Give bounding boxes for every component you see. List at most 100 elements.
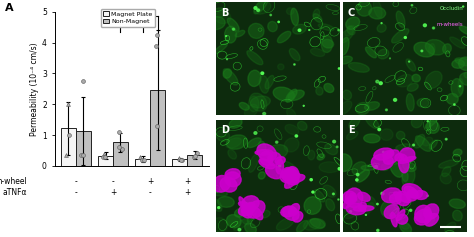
Ellipse shape bbox=[411, 116, 422, 128]
Ellipse shape bbox=[343, 90, 352, 100]
Ellipse shape bbox=[227, 59, 228, 60]
Text: 0.0116: 0.0116 bbox=[121, 16, 142, 21]
Ellipse shape bbox=[286, 8, 294, 15]
Ellipse shape bbox=[314, 190, 325, 202]
Ellipse shape bbox=[245, 104, 258, 117]
Ellipse shape bbox=[347, 198, 360, 210]
Ellipse shape bbox=[257, 9, 260, 11]
Ellipse shape bbox=[455, 58, 473, 66]
Ellipse shape bbox=[313, 9, 319, 19]
Ellipse shape bbox=[349, 117, 360, 128]
Ellipse shape bbox=[232, 28, 235, 30]
Ellipse shape bbox=[287, 169, 299, 180]
Ellipse shape bbox=[282, 168, 296, 182]
Ellipse shape bbox=[298, 121, 307, 130]
Ellipse shape bbox=[321, 35, 332, 53]
Ellipse shape bbox=[260, 210, 270, 218]
Text: +: + bbox=[184, 177, 191, 186]
Ellipse shape bbox=[317, 154, 325, 160]
Text: Occludin: Occludin bbox=[440, 6, 464, 11]
Ellipse shape bbox=[463, 6, 464, 7]
Ellipse shape bbox=[420, 211, 435, 225]
Ellipse shape bbox=[374, 166, 377, 169]
Ellipse shape bbox=[266, 145, 288, 160]
Ellipse shape bbox=[411, 5, 413, 6]
Ellipse shape bbox=[374, 0, 382, 18]
Ellipse shape bbox=[395, 154, 403, 161]
Ellipse shape bbox=[239, 197, 249, 213]
Ellipse shape bbox=[404, 186, 418, 198]
Ellipse shape bbox=[285, 175, 299, 185]
Ellipse shape bbox=[235, 30, 245, 37]
Ellipse shape bbox=[223, 69, 231, 78]
Ellipse shape bbox=[338, 168, 341, 170]
Ellipse shape bbox=[346, 188, 363, 208]
Legend: Magnet Plate, Non-Magnet: Magnet Plate, Non-Magnet bbox=[100, 9, 155, 27]
Ellipse shape bbox=[225, 26, 237, 43]
Bar bbox=[135, 159, 150, 166]
Ellipse shape bbox=[453, 149, 462, 156]
Ellipse shape bbox=[293, 24, 306, 34]
Ellipse shape bbox=[417, 98, 429, 107]
Ellipse shape bbox=[350, 211, 352, 212]
Ellipse shape bbox=[356, 179, 358, 181]
Ellipse shape bbox=[242, 196, 259, 210]
Ellipse shape bbox=[345, 26, 355, 36]
Ellipse shape bbox=[333, 140, 336, 143]
Ellipse shape bbox=[259, 76, 269, 93]
Ellipse shape bbox=[348, 63, 369, 72]
Ellipse shape bbox=[458, 78, 464, 94]
Ellipse shape bbox=[326, 199, 335, 211]
Ellipse shape bbox=[248, 96, 259, 112]
Ellipse shape bbox=[295, 135, 298, 137]
Ellipse shape bbox=[245, 223, 256, 234]
Ellipse shape bbox=[238, 228, 241, 231]
Ellipse shape bbox=[443, 44, 451, 54]
Ellipse shape bbox=[356, 170, 370, 182]
Ellipse shape bbox=[427, 121, 428, 122]
Ellipse shape bbox=[212, 175, 230, 192]
Ellipse shape bbox=[304, 197, 321, 214]
Ellipse shape bbox=[254, 7, 257, 9]
Ellipse shape bbox=[336, 154, 352, 171]
Bar bbox=[187, 155, 202, 166]
Ellipse shape bbox=[402, 170, 408, 182]
Ellipse shape bbox=[425, 214, 438, 226]
Text: 0.0225: 0.0225 bbox=[134, 10, 155, 15]
Ellipse shape bbox=[310, 179, 312, 181]
Ellipse shape bbox=[396, 144, 412, 151]
Ellipse shape bbox=[377, 229, 379, 231]
Ellipse shape bbox=[338, 199, 339, 200]
Ellipse shape bbox=[211, 218, 228, 232]
Ellipse shape bbox=[425, 40, 446, 55]
Ellipse shape bbox=[406, 59, 416, 71]
Ellipse shape bbox=[421, 50, 423, 52]
Ellipse shape bbox=[294, 64, 295, 65]
Ellipse shape bbox=[400, 222, 411, 233]
Ellipse shape bbox=[390, 58, 391, 59]
Ellipse shape bbox=[249, 93, 267, 111]
Ellipse shape bbox=[227, 135, 247, 149]
Text: -: - bbox=[74, 188, 77, 197]
Ellipse shape bbox=[429, 140, 438, 149]
Ellipse shape bbox=[410, 209, 412, 211]
Ellipse shape bbox=[247, 201, 265, 218]
Ellipse shape bbox=[284, 138, 299, 152]
Ellipse shape bbox=[365, 102, 380, 110]
Ellipse shape bbox=[402, 184, 422, 198]
Ellipse shape bbox=[365, 115, 379, 129]
Ellipse shape bbox=[288, 174, 297, 182]
Ellipse shape bbox=[445, 222, 456, 233]
Ellipse shape bbox=[276, 218, 294, 230]
Text: +: + bbox=[184, 188, 191, 197]
Ellipse shape bbox=[459, 86, 461, 87]
Ellipse shape bbox=[365, 47, 376, 58]
Ellipse shape bbox=[364, 134, 380, 143]
Ellipse shape bbox=[365, 214, 366, 215]
Ellipse shape bbox=[218, 207, 220, 209]
Ellipse shape bbox=[260, 151, 273, 165]
Bar bbox=[173, 159, 187, 166]
Ellipse shape bbox=[313, 14, 322, 22]
Ellipse shape bbox=[432, 27, 435, 29]
Ellipse shape bbox=[291, 8, 299, 26]
